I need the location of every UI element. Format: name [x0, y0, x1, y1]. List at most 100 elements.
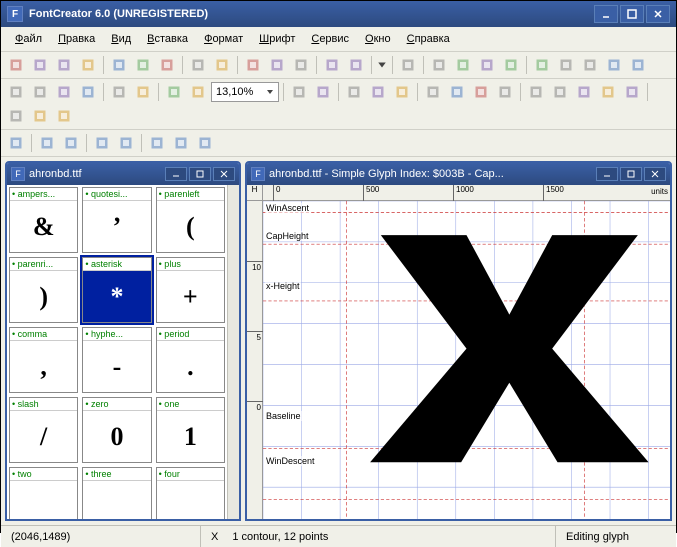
tool-cut[interactable] [242, 54, 264, 76]
ruler-vertical[interactable]: 1050 [247, 201, 263, 519]
close-button[interactable] [646, 5, 670, 23]
tool-copy-doc[interactable] [132, 54, 154, 76]
editor-window-titlebar[interactable]: F ahronbd.ttf - Simple Glyph Index: $003… [247, 163, 670, 185]
ruler-horizontal[interactable]: units 050010001500 [263, 185, 670, 201]
tool-wizard[interactable] [446, 81, 468, 103]
tool-paste-doc[interactable] [156, 54, 178, 76]
glyph-scrollbar[interactable] [227, 185, 239, 519]
tool-rect[interactable] [367, 81, 389, 103]
tool-hand[interactable] [53, 81, 75, 103]
tool-text[interactable] [621, 81, 643, 103]
tool-ellipse[interactable] [391, 81, 413, 103]
tool-folder[interactable] [108, 54, 130, 76]
tool-panel[interactable] [397, 54, 419, 76]
tool-snap[interactable] [312, 81, 334, 103]
tool-image[interactable] [422, 81, 444, 103]
menu-сервис[interactable]: Сервис [305, 31, 355, 47]
glyph-window-titlebar[interactable]: F ahronbd.ttf [7, 163, 239, 185]
tool-layer5[interactable] [115, 132, 137, 154]
tool-ungroup[interactable] [29, 105, 51, 127]
glyph-cell[interactable]: • asterisk* [82, 257, 151, 323]
tool-undo[interactable] [321, 54, 343, 76]
glyph-cell[interactable]: • ampers...& [9, 187, 78, 253]
tool-preview[interactable] [211, 54, 233, 76]
tool-flip-h[interactable] [603, 54, 625, 76]
zoom-input[interactable] [211, 82, 279, 102]
glyph-cell[interactable]: • period. [156, 327, 225, 393]
tool-group[interactable] [5, 105, 27, 127]
dropdown-icon[interactable] [376, 54, 388, 76]
tool-layer1[interactable] [5, 132, 27, 154]
editor-win-close[interactable] [644, 167, 666, 181]
tool-a2[interactable] [531, 54, 553, 76]
menu-формат[interactable]: Формат [198, 31, 249, 47]
tool-save[interactable] [53, 54, 75, 76]
tool-magnify[interactable] [53, 105, 75, 127]
menu-шрифт[interactable]: Шрифт [253, 31, 301, 47]
tool-layer2[interactable] [36, 132, 58, 154]
tool-layer7[interactable] [170, 132, 192, 154]
tool-a1[interactable] [500, 54, 522, 76]
maximize-button[interactable] [620, 5, 644, 23]
glyph-cell[interactable]: • parenri...) [9, 257, 78, 323]
tool-copy[interactable] [266, 54, 288, 76]
menu-вставка[interactable]: Вставка [141, 31, 194, 47]
glyph-cell[interactable]: • zero0 [82, 397, 151, 463]
tool-layer3[interactable] [60, 132, 82, 154]
glyph-cell[interactable]: • four [156, 467, 225, 519]
tool-arrow[interactable] [343, 81, 365, 103]
tool-grid2[interactable] [525, 81, 547, 103]
tool-paste[interactable] [290, 54, 312, 76]
glyph-cell[interactable]: • one1 [156, 397, 225, 463]
tool-rot-l[interactable] [555, 54, 577, 76]
tool-print[interactable] [187, 54, 209, 76]
glyph-cell[interactable]: • two [9, 467, 78, 519]
tool-layer6[interactable] [146, 132, 168, 154]
glyph-cell[interactable]: • quotesi...’ [82, 187, 151, 253]
glyph-cell[interactable]: • slash/ [9, 397, 78, 463]
tool-new[interactable] [5, 54, 27, 76]
glyph-win-close[interactable] [213, 167, 235, 181]
glyph-cell[interactable]: • hyphe...- [82, 327, 151, 393]
glyph-cell[interactable]: • parenleft( [156, 187, 225, 253]
glyph-cell[interactable]: • comma, [9, 327, 78, 393]
tool-metrics[interactable] [597, 81, 619, 103]
tool-eyedrop[interactable] [132, 81, 154, 103]
zoom-dropdown[interactable] [264, 88, 276, 96]
editor-win-minimize[interactable] [596, 167, 618, 181]
menu-правка[interactable]: Правка [52, 31, 101, 47]
tool-transform[interactable] [470, 81, 492, 103]
zoom-field[interactable] [214, 86, 264, 98]
menu-вид[interactable]: Вид [105, 31, 137, 47]
tool-redo[interactable] [345, 54, 367, 76]
tool-validate[interactable] [452, 54, 474, 76]
tool-open[interactable] [29, 54, 51, 76]
tool-flip-v[interactable] [627, 54, 649, 76]
tool-select-free[interactable] [29, 81, 51, 103]
glyph-canvas[interactable]: WinAscentCapHeightx-HeightBaselineWinDes… [263, 201, 670, 519]
menu-файл[interactable]: Файл [9, 31, 48, 47]
tool-grid1[interactable] [494, 81, 516, 103]
glyph-cell[interactable]: • plus+ [156, 257, 225, 323]
tool-pencil[interactable] [77, 81, 99, 103]
tool-zoom-in[interactable] [187, 81, 209, 103]
tool-zoom-out[interactable] [163, 81, 185, 103]
glyph-win-minimize[interactable] [165, 167, 187, 181]
tool-distribute[interactable] [573, 81, 595, 103]
tool-select-rect[interactable] [5, 81, 27, 103]
tool-layer8[interactable] [194, 132, 216, 154]
glyph-cell[interactable]: • three [82, 467, 151, 519]
tool-grid-toggle[interactable] [288, 81, 310, 103]
tool-kern[interactable] [476, 54, 498, 76]
tool-align[interactable] [549, 81, 571, 103]
tool-knife[interactable] [108, 81, 130, 103]
menu-окно[interactable]: Окно [359, 31, 397, 47]
glyph-win-maximize[interactable] [189, 167, 211, 181]
tool-layer4[interactable] [91, 132, 113, 154]
tool-rot-r[interactable] [579, 54, 601, 76]
editor-win-maximize[interactable] [620, 167, 642, 181]
minimize-button[interactable] [594, 5, 618, 23]
menu-справка[interactable]: Справка [401, 31, 456, 47]
tool-saveall[interactable] [77, 54, 99, 76]
tool-props[interactable] [428, 54, 450, 76]
